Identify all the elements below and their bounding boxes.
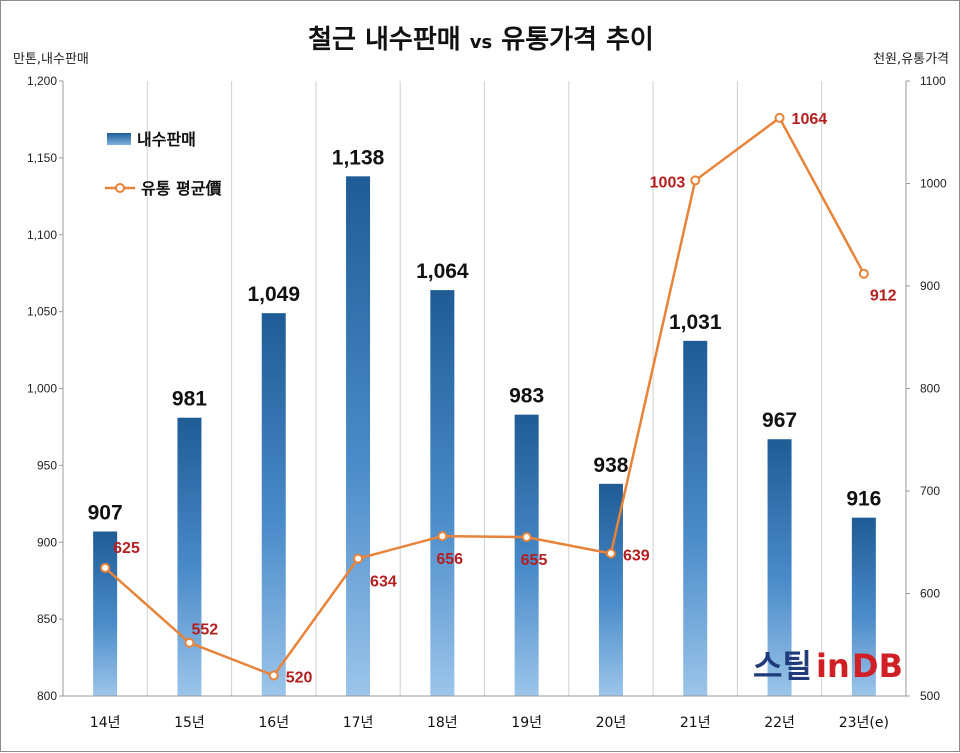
legend-line-label: 유통 평균價	[141, 179, 222, 198]
y-left-tick-label: 1,050	[27, 305, 57, 319]
bar-value-label: 1,031	[669, 311, 722, 334]
x-tick-label: 22년	[764, 715, 795, 731]
price-point	[690, 175, 701, 186]
line-value-label: 552	[191, 622, 218, 639]
legend-bar-swatch	[107, 133, 131, 145]
bar-value-label: 938	[593, 454, 628, 477]
y-left-tick-label: 1,200	[27, 74, 57, 88]
x-tick-label: 20년	[596, 715, 627, 731]
bar-value-label: 1,049	[247, 283, 300, 306]
x-tick-label: 15년	[174, 715, 205, 731]
chart-title: 철근 내수판매 vs 유통가격 추이	[1, 19, 960, 56]
y-left-tick-label: 800	[37, 689, 57, 703]
price-point	[521, 532, 532, 543]
bar-value-label: 916	[846, 488, 881, 511]
price-point	[353, 553, 364, 564]
y-right-tick-label: 700	[920, 484, 940, 498]
chart-title-main: 철근 내수판매	[308, 25, 461, 55]
x-tick-label: 17년	[343, 715, 374, 731]
y-left-tick-label: 1,100	[27, 228, 57, 242]
logo-text-main: 스틸	[753, 647, 812, 685]
bar-22년	[767, 439, 792, 696]
price-point	[268, 670, 279, 681]
x-tick-label: 16년	[258, 715, 289, 731]
chart-title-tail: 유통가격 추이	[501, 25, 654, 55]
x-tick-label: 19년	[511, 715, 542, 731]
bar-15년	[177, 417, 202, 696]
line-value-label: 625	[113, 540, 140, 557]
bar-value-label: 1,064	[416, 260, 469, 283]
line-value-label: 655	[521, 552, 548, 569]
line-value-label: 634	[370, 574, 397, 591]
logo-text-in: in	[816, 647, 850, 685]
line-value-label: 912	[870, 288, 897, 305]
legend-bar-label: 내수판매	[137, 130, 196, 149]
bar-19년	[514, 414, 539, 696]
price-point	[437, 531, 448, 542]
bar-23년(e)	[851, 517, 876, 696]
bar-value-label: 967	[762, 409, 797, 432]
x-tick-label: 21년	[680, 715, 711, 731]
price-point	[858, 268, 869, 279]
x-tick-label: 14년	[90, 715, 121, 731]
line-value-label: 1003	[650, 174, 686, 191]
line-value-label: 639	[623, 548, 650, 565]
y-right-tick-label: 500	[920, 689, 940, 703]
bar-value-label: 981	[172, 388, 207, 411]
y-left-tick-label: 1,150	[27, 151, 57, 165]
y-right-tick-label: 600	[920, 587, 940, 601]
bar-value-label: 1,138	[332, 146, 385, 169]
y-left-tick-label: 950	[37, 458, 57, 472]
bar-14년	[93, 531, 118, 696]
y-left-axis-unit: 만톤,내수판매	[13, 52, 89, 67]
y-right-tick-label: 1000	[920, 177, 947, 191]
price-line	[104, 116, 865, 678]
price-point	[774, 112, 785, 123]
price-point	[184, 637, 195, 648]
bar-value-label: 983	[509, 385, 544, 408]
line-value-label: 656	[436, 551, 463, 568]
bar-17년	[346, 176, 371, 696]
bar-21년	[683, 340, 708, 696]
y-right-tick-label: 1100	[920, 74, 946, 88]
bar-18년	[430, 290, 455, 696]
bar-16년	[261, 313, 286, 696]
x-tick-label: 23년(e)	[839, 715, 889, 731]
logo-text-db: DB	[852, 647, 903, 685]
line-value-label: 520	[286, 670, 313, 687]
y-left-tick-label: 900	[37, 535, 57, 549]
y-right-axis-unit: 천원,유통가격	[873, 52, 949, 67]
line-value-label: 1064	[792, 111, 828, 128]
price-point	[605, 548, 616, 559]
price-point	[100, 562, 111, 573]
x-tick-label: 18년	[427, 715, 458, 731]
y-right-tick-label: 800	[920, 382, 940, 396]
y-right-tick-label: 900	[920, 279, 940, 293]
y-left-tick-label: 1,000	[27, 382, 57, 396]
y-left-tick-label: 850	[37, 612, 57, 626]
bar-value-label: 907	[88, 501, 123, 524]
chart-title-vs: vs	[469, 32, 493, 53]
legend-line-marker	[115, 183, 125, 193]
